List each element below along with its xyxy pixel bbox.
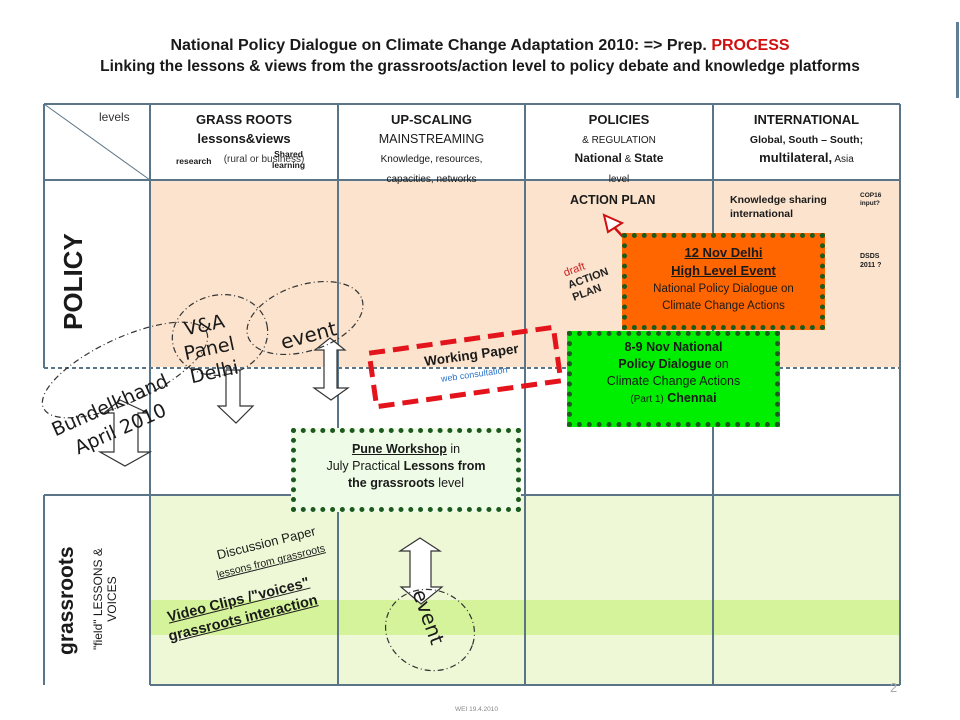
event-upper-ellipse <box>246 280 364 356</box>
header-upscaling: UP-SCALING MAINSTREAMING Knowledge, reso… <box>338 110 525 187</box>
chennai-city: Chennai <box>663 390 717 405</box>
pune-line2a: July Practical <box>326 458 404 473</box>
pune-workshop-box: Pune Workshop in July Practical Lessons … <box>291 428 521 512</box>
header-upscaling-note2: capacities, networks <box>386 173 477 185</box>
header-grassroots: GRASS ROOTS lessons&views (rural or busi… <box>150 110 338 168</box>
delhi-line4: Climate Change Actions <box>662 300 785 313</box>
header-international-multilateral: multilateral, <box>759 150 833 166</box>
title-process: PROCESS <box>711 37 790 54</box>
header-policies-title: POLICIES <box>588 112 650 127</box>
chennai-part: (Part 1) <box>630 393 664 405</box>
grassroots-row-label: grassroots <box>55 546 78 655</box>
header-grassroots-sub: lessons&views <box>197 131 291 147</box>
accent-bar <box>956 22 959 98</box>
double-arrow-event-icon <box>312 337 350 401</box>
pune-in: in <box>446 442 461 456</box>
header-international: INTERNATIONAL Global, South – South; mul… <box>713 110 900 168</box>
knowledge-sharing-label: Knowledge sharing international <box>730 193 827 221</box>
dsds-line1: DSDS <box>860 253 880 260</box>
shared-label: Shared <box>274 149 303 159</box>
pune-title: Pune Workshop <box>351 442 447 456</box>
header-grassroots-note: (rural or business) <box>223 154 305 166</box>
double-arrow-left-icon <box>97 399 153 467</box>
delhi-title: High Level Event <box>671 262 776 278</box>
cop16-label: COP16 input? <box>860 192 881 208</box>
cop16-line2: input? <box>860 199 880 207</box>
pune-line3a: the grassroots <box>347 475 435 490</box>
chennai-line3: Climate Change Actions <box>606 373 741 388</box>
chennai-line2: Policy Dialogue <box>618 356 712 371</box>
page-number: 2 <box>890 680 898 695</box>
header-policies-sub: & REGULATION <box>582 135 656 147</box>
header-upscaling-title: UP-SCALING <box>391 112 472 127</box>
knowledge-line1: Knowledge sharing <box>730 194 827 206</box>
grassroots-row-sublabel: "field" LESSONS & VOICES <box>91 548 120 650</box>
grassroots-sub1: "field" LESSONS & <box>91 548 105 650</box>
dsds-label: DSDS 2011 ? <box>860 252 881 270</box>
page-title: National Policy Dialogue on Climate Chan… <box>0 37 960 55</box>
footer-date: WEI 19.4.2010 <box>455 706 498 713</box>
levels-diagonal <box>43 103 151 181</box>
header-upscaling-note1: Knowledge, resources, <box>380 154 483 166</box>
page-subtitle: Linking the lessons & views from the gra… <box>100 58 860 75</box>
header-upscaling-sub: MAINSTREAMING <box>378 132 485 147</box>
action-plan-label: ACTION PLAN <box>570 193 656 207</box>
header-international-asia: Asia <box>832 154 854 166</box>
pune-line2b: Lessons from <box>403 458 486 473</box>
delhi-line3: National Policy Dialogue on <box>653 282 794 295</box>
chennai-line1: 8-9 Nov National <box>624 340 723 354</box>
header-international-title: INTERNATIONAL <box>753 112 860 127</box>
delhi-date: 12 Nov Delhi <box>684 245 763 260</box>
chennai-line2b: on <box>711 356 729 371</box>
policy-row-label: POLICY <box>58 233 88 330</box>
knowledge-line2: international <box>730 208 794 221</box>
chennai-event-box: 8-9 Nov National Policy Dialogue on Clim… <box>567 331 780 427</box>
grassroots-sub2: VOICES <box>105 576 120 622</box>
header-grassroots-title: GRASS ROOTS <box>195 112 293 127</box>
delhi-event-box: 12 Nov Delhi High Level Event National P… <box>622 233 825 330</box>
research-label: research <box>176 156 212 166</box>
header-policies-amp: & <box>621 154 635 166</box>
event-lower-ellipse <box>384 588 476 672</box>
header-policies-state: State <box>634 151 664 166</box>
header-policies-level: level <box>608 173 630 185</box>
va-panel-ellipse <box>171 294 269 376</box>
learning-label: learning <box>272 160 306 171</box>
shared-learning-label: Shared learning <box>272 149 305 171</box>
dsds-line2: 2011 ? <box>860 262 882 270</box>
levels-label: levels <box>99 110 130 124</box>
header-policies: POLICIES & REGULATION National & State l… <box>525 110 713 187</box>
double-arrow-va-icon <box>216 369 255 424</box>
cop16-line1: COP16 <box>860 192 882 199</box>
header-international-sub: Global, South – South; <box>749 134 864 147</box>
header-policies-national: National <box>574 151 622 166</box>
title-main: National Policy Dialogue on Climate Chan… <box>170 37 707 54</box>
pune-line3b: level <box>434 475 465 490</box>
double-arrow-grassroots-event-icon <box>397 537 444 605</box>
bundelkhand-ellipse <box>41 321 209 419</box>
